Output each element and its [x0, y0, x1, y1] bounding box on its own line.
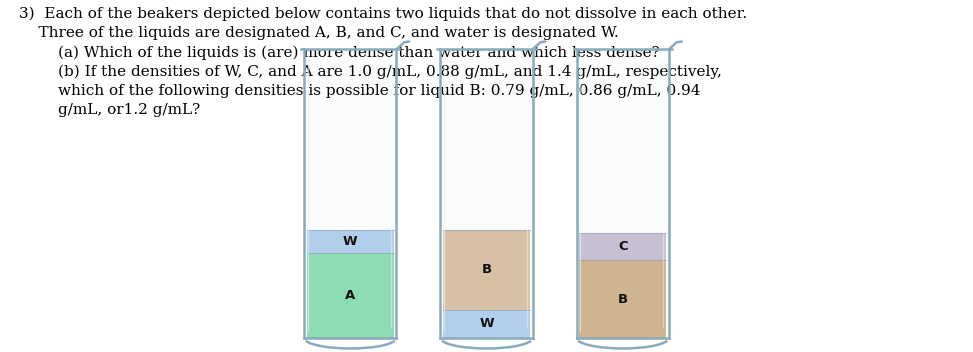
- Bar: [444, 310, 529, 338]
- Text: C: C: [618, 240, 628, 253]
- Bar: [444, 230, 529, 310]
- Bar: [307, 253, 393, 338]
- Bar: [580, 233, 666, 260]
- Bar: [576, 49, 669, 338]
- Text: B: B: [618, 293, 628, 306]
- Bar: [304, 49, 397, 338]
- Text: W: W: [342, 235, 358, 247]
- Bar: [580, 260, 666, 338]
- Text: B: B: [482, 263, 491, 276]
- Text: A: A: [345, 289, 355, 302]
- Bar: [307, 230, 393, 253]
- Text: W: W: [479, 318, 494, 331]
- Text: 3)  Each of the beakers depicted below contains two liquids that do not dissolve: 3) Each of the beakers depicted below co…: [19, 7, 747, 117]
- Bar: [440, 49, 533, 338]
